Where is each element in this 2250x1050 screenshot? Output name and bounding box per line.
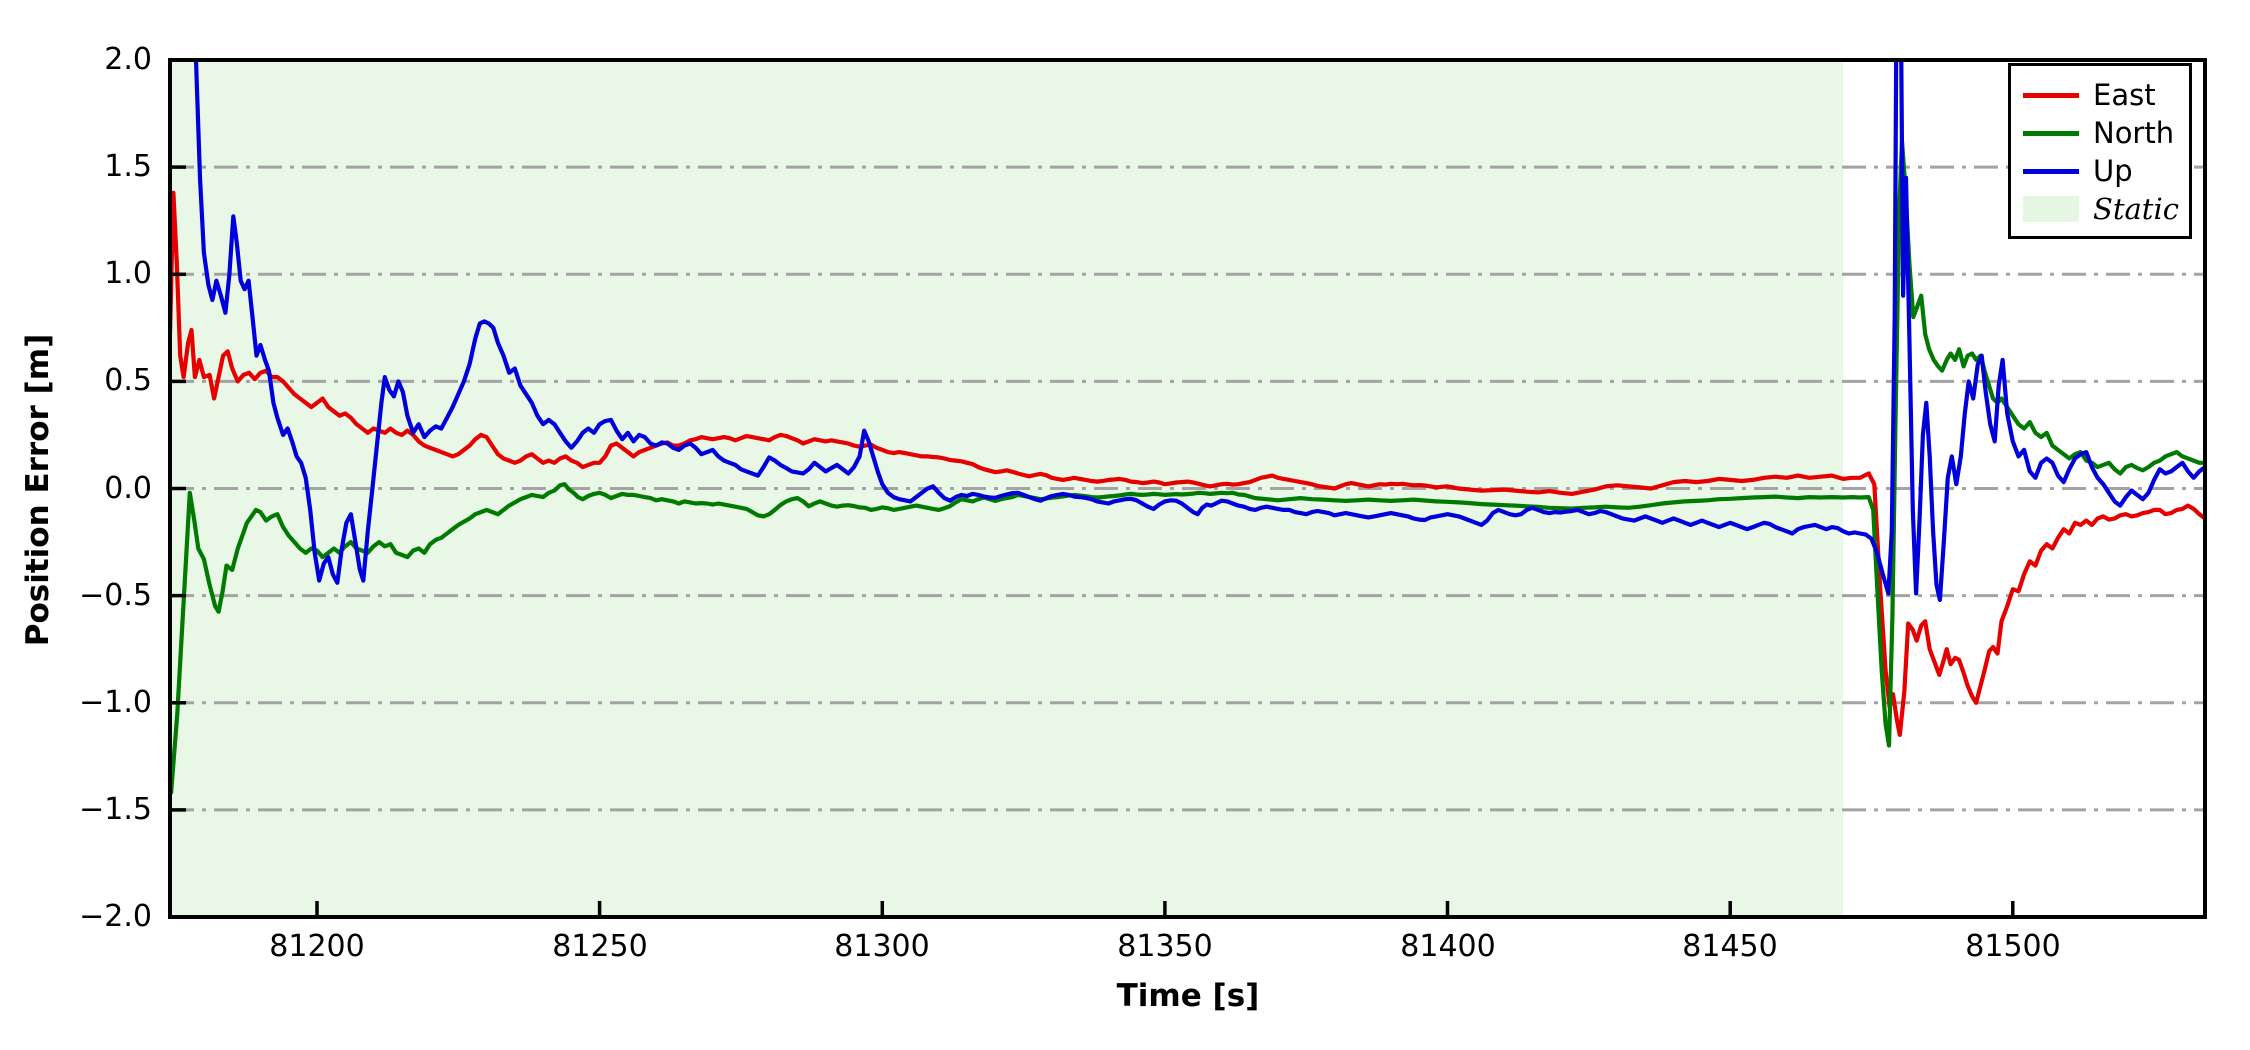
series-east [170,190,2205,737]
east-line-swatch [2023,92,2079,98]
north-line-swatch [2023,130,2079,136]
x-tick-label: 81450 [1682,929,1778,964]
legend-label-up: Up [2093,154,2133,188]
legend-item-north: North [2023,114,2177,152]
up-line-swatch [2023,168,2079,174]
y-tick-label: −0.5 [79,578,152,613]
legend-item-static: Static [2023,190,2179,228]
y-tick-label: 2.0 [104,42,152,77]
legend-item-east: East [2023,76,2177,114]
y-axis-label: Position Error [m] [20,333,56,647]
series-up [193,60,2205,602]
x-tick-label: 81200 [269,929,365,964]
y-tick-label: 0.5 [104,363,152,398]
legend: East North Up Static [2008,63,2192,239]
plot-frame [168,58,2207,919]
x-tick-label: 81500 [1965,929,2061,964]
y-tick-label: 1.5 [104,149,152,184]
x-axis-label: Time [s] [1116,978,1260,1014]
y-tick-label: 1.0 [104,256,152,291]
legend-label-static: Static [2093,192,2179,226]
static-patch-swatch [2023,196,2079,222]
x-tick-label: 81300 [834,929,930,964]
y-tick-label: −1.5 [79,792,152,827]
x-tick-label: 81350 [1117,929,1213,964]
legend-item-up: Up [2023,152,2177,190]
y-tick-label: 0.0 [104,471,152,506]
y-tick-label: −1.0 [79,685,152,720]
legend-label-east: East [2093,78,2156,112]
x-tick-label: 81400 [1400,929,1496,964]
y-tick-label: −2.0 [79,899,152,934]
legend-label-north: North [2093,116,2175,150]
x-tick-label: 81250 [552,929,648,964]
